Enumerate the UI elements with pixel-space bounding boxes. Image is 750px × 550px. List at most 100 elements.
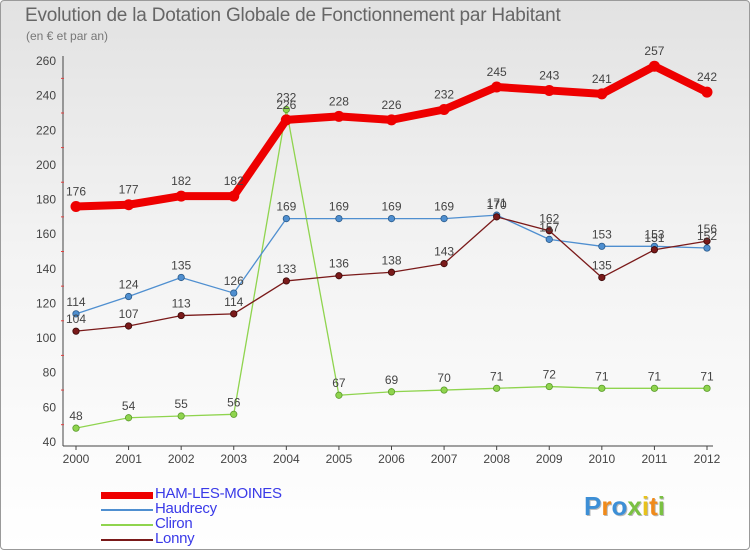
data-point xyxy=(703,244,711,252)
data-point xyxy=(386,114,397,126)
data-label: 241 xyxy=(592,72,612,86)
data-label: 48 xyxy=(69,409,83,423)
data-point xyxy=(598,273,606,282)
x-tick-label: 2011 xyxy=(642,452,668,466)
data-label: 113 xyxy=(172,297,191,311)
data-point xyxy=(440,214,448,223)
y-tick-label: 160 xyxy=(36,227,56,241)
data-point xyxy=(230,310,238,318)
data-label: 243 xyxy=(539,68,559,82)
data-label: 157 xyxy=(539,220,559,234)
data-label: 114 xyxy=(66,295,85,309)
y-tick-label: 180 xyxy=(36,193,56,207)
y-tick-label: 120 xyxy=(36,296,56,310)
data-point xyxy=(72,424,80,432)
y-tick-label: 200 xyxy=(36,158,56,172)
data-point xyxy=(545,227,553,235)
data-point xyxy=(440,260,448,268)
data-label: 70 xyxy=(437,371,451,385)
data-label: 232 xyxy=(276,90,296,104)
data-point xyxy=(72,310,80,318)
data-point xyxy=(177,273,185,282)
data-point xyxy=(177,412,185,420)
data-label: 152 xyxy=(697,229,717,243)
data-point xyxy=(333,110,345,122)
data-point xyxy=(280,114,292,126)
chart-subtitle: (en € et par an) xyxy=(26,29,109,43)
data-point xyxy=(703,384,711,392)
data-label: 138 xyxy=(381,253,401,267)
logo-letter: i xyxy=(657,491,665,521)
data-label: 170 xyxy=(487,198,507,212)
y-tick-label: 260 xyxy=(36,54,56,68)
data-point xyxy=(440,386,448,394)
data-label: 177 xyxy=(119,183,139,197)
data-point xyxy=(335,391,343,399)
data-point xyxy=(701,86,713,98)
data-point xyxy=(387,214,396,223)
legend-label: HAM-LES-MOINES xyxy=(155,485,282,502)
data-point xyxy=(228,190,240,202)
data-label: 71 xyxy=(700,369,714,383)
data-label: 176 xyxy=(66,184,86,198)
series-ham-les-moines xyxy=(70,60,713,212)
data-label: 153 xyxy=(644,227,664,241)
series-cliron xyxy=(72,105,711,432)
data-label: 169 xyxy=(434,200,454,214)
data-label: 107 xyxy=(119,307,139,321)
data-label: 156 xyxy=(697,222,717,236)
data-label: 71 xyxy=(595,369,609,383)
data-point xyxy=(598,384,606,392)
data-label: 226 xyxy=(381,98,401,112)
data-point xyxy=(282,214,290,223)
legend-swatch xyxy=(101,524,153,526)
data-point xyxy=(491,81,503,93)
y-tick-label: 80 xyxy=(43,366,57,380)
proxiti-logo: Proxiti xyxy=(584,491,665,522)
data-label: 245 xyxy=(487,65,507,79)
data-label: 169 xyxy=(276,200,296,214)
data-label: 114 xyxy=(224,295,243,309)
y-tick-label: 100 xyxy=(36,331,56,345)
data-label: 133 xyxy=(276,262,296,276)
legend-swatch xyxy=(101,509,153,511)
legend-swatch xyxy=(101,492,153,499)
data-point xyxy=(175,190,187,202)
legend-label: Lonny xyxy=(155,530,195,547)
data-label: 182 xyxy=(224,174,244,188)
data-label: 228 xyxy=(329,94,349,108)
logo-letter: r xyxy=(601,491,612,521)
y-tick-label: 60 xyxy=(43,400,57,414)
data-label: 151 xyxy=(644,231,664,245)
data-point xyxy=(493,213,501,221)
y-tick-label: 140 xyxy=(36,262,56,276)
data-label: 54 xyxy=(122,399,136,413)
data-point xyxy=(72,327,80,335)
data-point xyxy=(282,277,290,285)
data-point xyxy=(335,272,343,280)
data-point xyxy=(335,214,343,223)
data-label: 55 xyxy=(174,397,188,411)
logo-letter: i xyxy=(641,491,650,521)
data-point xyxy=(650,246,659,254)
data-point xyxy=(230,410,238,418)
x-tick-label: 2009 xyxy=(536,452,563,466)
logo-letter: P xyxy=(584,491,602,521)
data-label: 104 xyxy=(66,312,86,326)
data-point xyxy=(703,237,711,245)
data-label: 126 xyxy=(224,274,244,288)
data-label: 72 xyxy=(543,368,557,382)
data-label: 182 xyxy=(171,174,191,188)
data-label: 135 xyxy=(171,258,191,272)
x-tick-label: 2001 xyxy=(115,452,142,466)
data-point xyxy=(177,311,185,320)
x-tick-label: 2005 xyxy=(326,452,353,466)
y-tick-label: 220 xyxy=(36,123,56,137)
data-point xyxy=(438,103,450,115)
data-label: 226 xyxy=(276,98,296,112)
data-point xyxy=(598,242,606,250)
x-tick-label: 2002 xyxy=(168,452,195,466)
series-haudrecy xyxy=(72,211,711,318)
